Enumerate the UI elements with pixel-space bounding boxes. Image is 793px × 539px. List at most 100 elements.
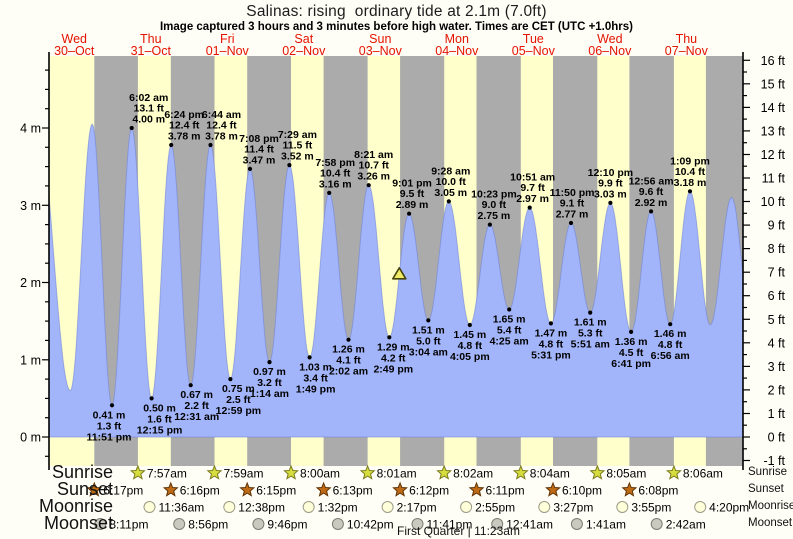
day-weekday-label: Sat: [294, 32, 313, 46]
sunrise-time: 8:02am: [453, 467, 493, 481]
tide-ft-label: 4.8 ft: [539, 338, 564, 350]
tide-time-label: 1:49 pm: [296, 383, 336, 395]
tide-time-label: 1:14 am: [250, 388, 289, 400]
right-axis-label: 2 ft: [768, 383, 786, 397]
right-axis-label: 6 ft: [768, 289, 786, 303]
high-tide-dot: [169, 142, 174, 148]
moon-phase-note: First Quarter | 11:23am: [397, 524, 520, 538]
tide-ft-label: 12.4 ft: [169, 119, 200, 131]
sunrise-time: 7:57am: [147, 467, 187, 481]
tide-ft-label: 4.2 ft: [381, 352, 406, 364]
moonrise-time: 4:20pm: [709, 501, 749, 515]
day-labels-layer: Wed30–OctThu31–OctFri01–NovSat02–NovSun0…: [54, 32, 709, 58]
low-tide-dot: [588, 310, 593, 315]
tide-m-label: 2.77 m: [556, 209, 589, 221]
moonrise-time: 2:55pm: [475, 501, 515, 515]
tide-m-label: 1.65 m: [493, 314, 526, 326]
tide-m-label: 1.03 m: [299, 361, 332, 373]
low-tide-label: 1.26 m4.1 ft2:02 am: [329, 344, 368, 378]
sunrise-icon: [283, 464, 299, 480]
sunset-row-label-left: Sunset: [56, 479, 113, 499]
moonset-time: 8:56pm: [188, 518, 228, 532]
moonset-icon: [411, 518, 424, 530]
tide-time-label: 10:23 pm: [471, 189, 517, 201]
tide-m-label: 3.16 m: [319, 178, 352, 190]
chart-subtitle: Image captured 3 hours and 3 minutes bef…: [159, 21, 633, 33]
moonrise-time: 3:27pm: [553, 501, 593, 515]
tide-ft-label: 3.4 ft: [303, 372, 328, 384]
tide-m-label: 2.97 m: [516, 193, 549, 205]
sunset-time: 6:12pm: [409, 484, 449, 498]
tide-ft-label: 12.4 ft: [206, 119, 237, 131]
tide-time-label: 4:05 pm: [450, 351, 490, 363]
low-tide-dot: [267, 360, 272, 365]
tide-m-label: 3.03 m: [594, 188, 627, 200]
low-tide-label: 1.47 m4.8 ft5:31 pm: [531, 327, 571, 361]
right-axis-label: 3 ft: [768, 360, 786, 374]
high-tide-label: 11:50 pm9.1 ft2.77 m: [550, 187, 595, 221]
sunset-icon: [315, 481, 332, 497]
tide-m-label: 1.29 m: [377, 341, 410, 353]
tide-time-label: 11:50 pm: [550, 187, 595, 199]
tide-ft-label: 9.6 ft: [639, 186, 664, 198]
tide-m-label: 0.41 m: [93, 409, 126, 421]
moonrise-time: 2:17pm: [397, 501, 437, 515]
sunrise-icon: [589, 464, 606, 480]
tide-ft-label: 10.0 ft: [436, 176, 467, 188]
tide-time-label: 6:24 pm: [164, 109, 204, 121]
day-weekday-label: Fri: [220, 32, 235, 46]
tide-m-label: 3.78 m: [168, 130, 201, 142]
tide-time-label: 12:10 pm: [588, 167, 634, 179]
high-tide-dot: [527, 205, 532, 210]
day-date-label: 06–Nov: [588, 44, 632, 58]
tide-m-label: 1.46 m: [654, 328, 687, 340]
right-axis-label: 12 ft: [761, 148, 786, 162]
right-axis-label: 10 ft: [761, 195, 786, 209]
tide-time-label: 8:21 am: [354, 149, 393, 161]
right-axis-label: 11 ft: [762, 171, 786, 185]
tide-ft-label: 9.7 ft: [520, 182, 545, 194]
left-axis-label: 4 m: [20, 122, 41, 136]
low-tide-dot: [668, 322, 673, 327]
right-axis-label: -1 ft: [763, 454, 785, 468]
high-tide-label: 10:51 am9.7 ft2.97 m: [510, 172, 555, 206]
low-tide-dot: [346, 337, 351, 342]
tide-ft-label: 9.5 ft: [400, 188, 425, 200]
moonrise-time: 1:32pm: [318, 501, 358, 515]
right-axis-label: 1 ft: [768, 407, 786, 421]
tide-m-label: 3.18 m: [674, 177, 707, 189]
high-tide-dot: [608, 200, 613, 205]
sunrise-time: 8:01am: [377, 467, 417, 481]
high-tide-dot: [287, 163, 292, 168]
low-tide-label: 1.45 m4.8 ft4:05 pm: [450, 329, 490, 363]
day-weekday-label: Mon: [445, 32, 469, 46]
moonset-time: 1:41am: [586, 518, 626, 532]
low-tide-label: 0.97 m3.2 ft1:14 am: [250, 366, 289, 400]
sunrise-row-label-right: Sunrise: [748, 466, 787, 478]
left-axis-label: 2 m: [20, 276, 41, 290]
sunrise-time: 8:00am: [300, 467, 340, 481]
tide-m-label: 2.75 m: [478, 210, 511, 222]
sunset-time: 6:16pm: [180, 484, 220, 498]
moonrise-icon: [223, 501, 236, 513]
moonset-icon: [173, 518, 186, 530]
tide-ft-label: 4.8 ft: [458, 340, 483, 352]
tide-m-label: 3.05 m: [434, 187, 467, 199]
low-tide-dot: [109, 403, 115, 408]
tide-ft-label: 9.1 ft: [560, 198, 585, 210]
tide-time-label: 11:51 pm: [87, 431, 132, 443]
moonrise-icon: [694, 501, 707, 513]
moonset-time: 9:46pm: [267, 518, 307, 532]
day-weekday-label: Thu: [140, 32, 162, 46]
tide-m-label: 1.61 m: [574, 317, 607, 329]
low-tide-dot: [629, 329, 634, 334]
day-weekday-label: Tue: [523, 32, 544, 46]
